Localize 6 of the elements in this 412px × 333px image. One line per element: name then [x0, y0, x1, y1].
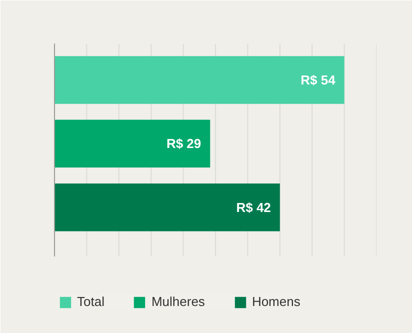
data-label: R$ 29 [166, 136, 202, 152]
data-label: R$ 54 [300, 72, 336, 88]
legend-label: Homens [252, 294, 300, 309]
legend-label: Mulheres [151, 294, 205, 309]
legend-label: Total [77, 294, 104, 309]
data-label: R$ 42 [236, 200, 271, 215]
